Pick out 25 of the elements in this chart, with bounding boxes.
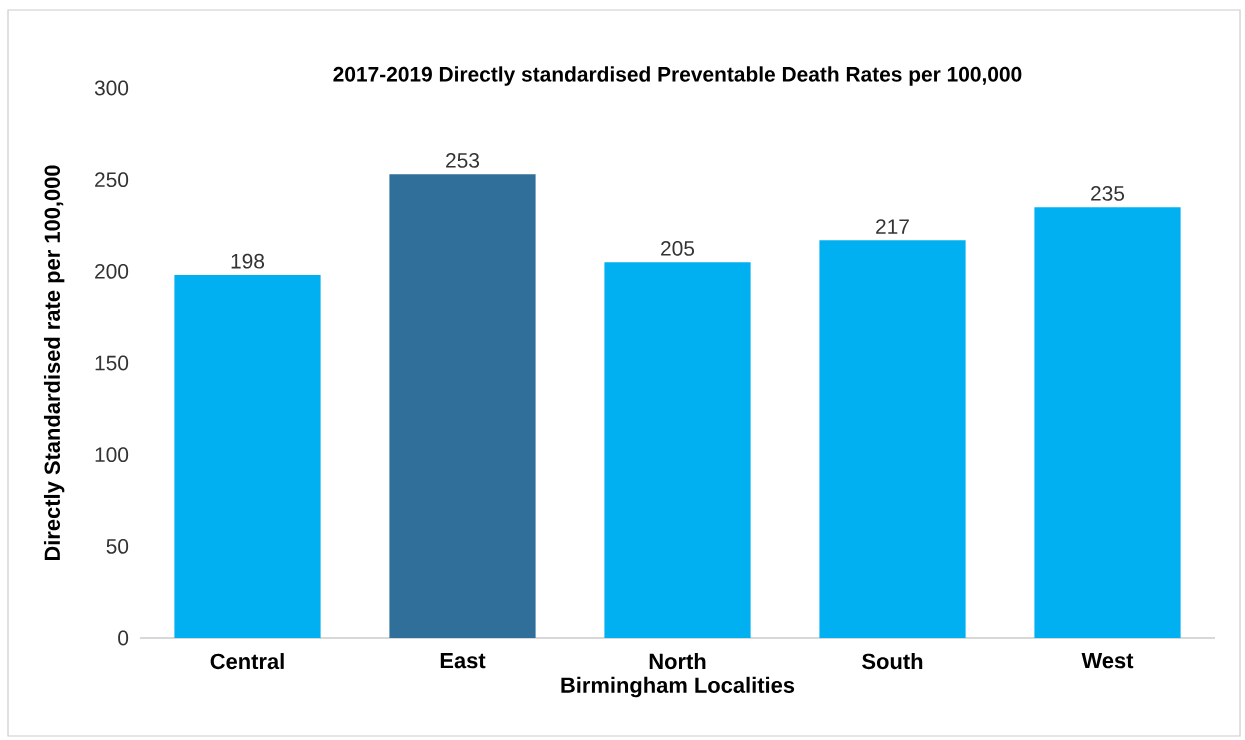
y-tick-label: 50 <box>106 538 129 554</box>
y-tick-label: 250 <box>95 172 129 188</box>
y-axis-title: Directly Standardised rate per 100,000 <box>43 165 65 561</box>
data-label: 198 <box>231 253 265 269</box>
x-tick-label: East <box>440 653 486 669</box>
x-tick-label: North <box>649 653 706 670</box>
y-tick-label: 200 <box>95 263 129 279</box>
y-tick-label: 150 <box>95 355 129 371</box>
x-tick-label: West <box>1081 653 1134 669</box>
bar <box>389 174 536 638</box>
y-tick-label: 300 <box>94 80 129 96</box>
bar <box>174 275 321 638</box>
bar <box>819 240 966 638</box>
chart-title: 2017-2019 Directly standardised Preventable Death Rates per 100,000 <box>333 66 1022 86</box>
data-label: 205 <box>661 240 695 256</box>
bar <box>604 262 751 638</box>
data-label: 235 <box>1091 185 1125 201</box>
bar <box>1034 207 1181 638</box>
y-tick-label: 0 <box>118 630 129 646</box>
x-tick-label: Central <box>210 653 284 670</box>
x-axis-title: Birmingham Localities <box>561 676 795 698</box>
data-label: 253 <box>446 152 480 168</box>
x-tick-label: South <box>862 653 923 670</box>
data-label: 217 <box>876 219 909 234</box>
y-tick-label: 100 <box>95 447 129 463</box>
